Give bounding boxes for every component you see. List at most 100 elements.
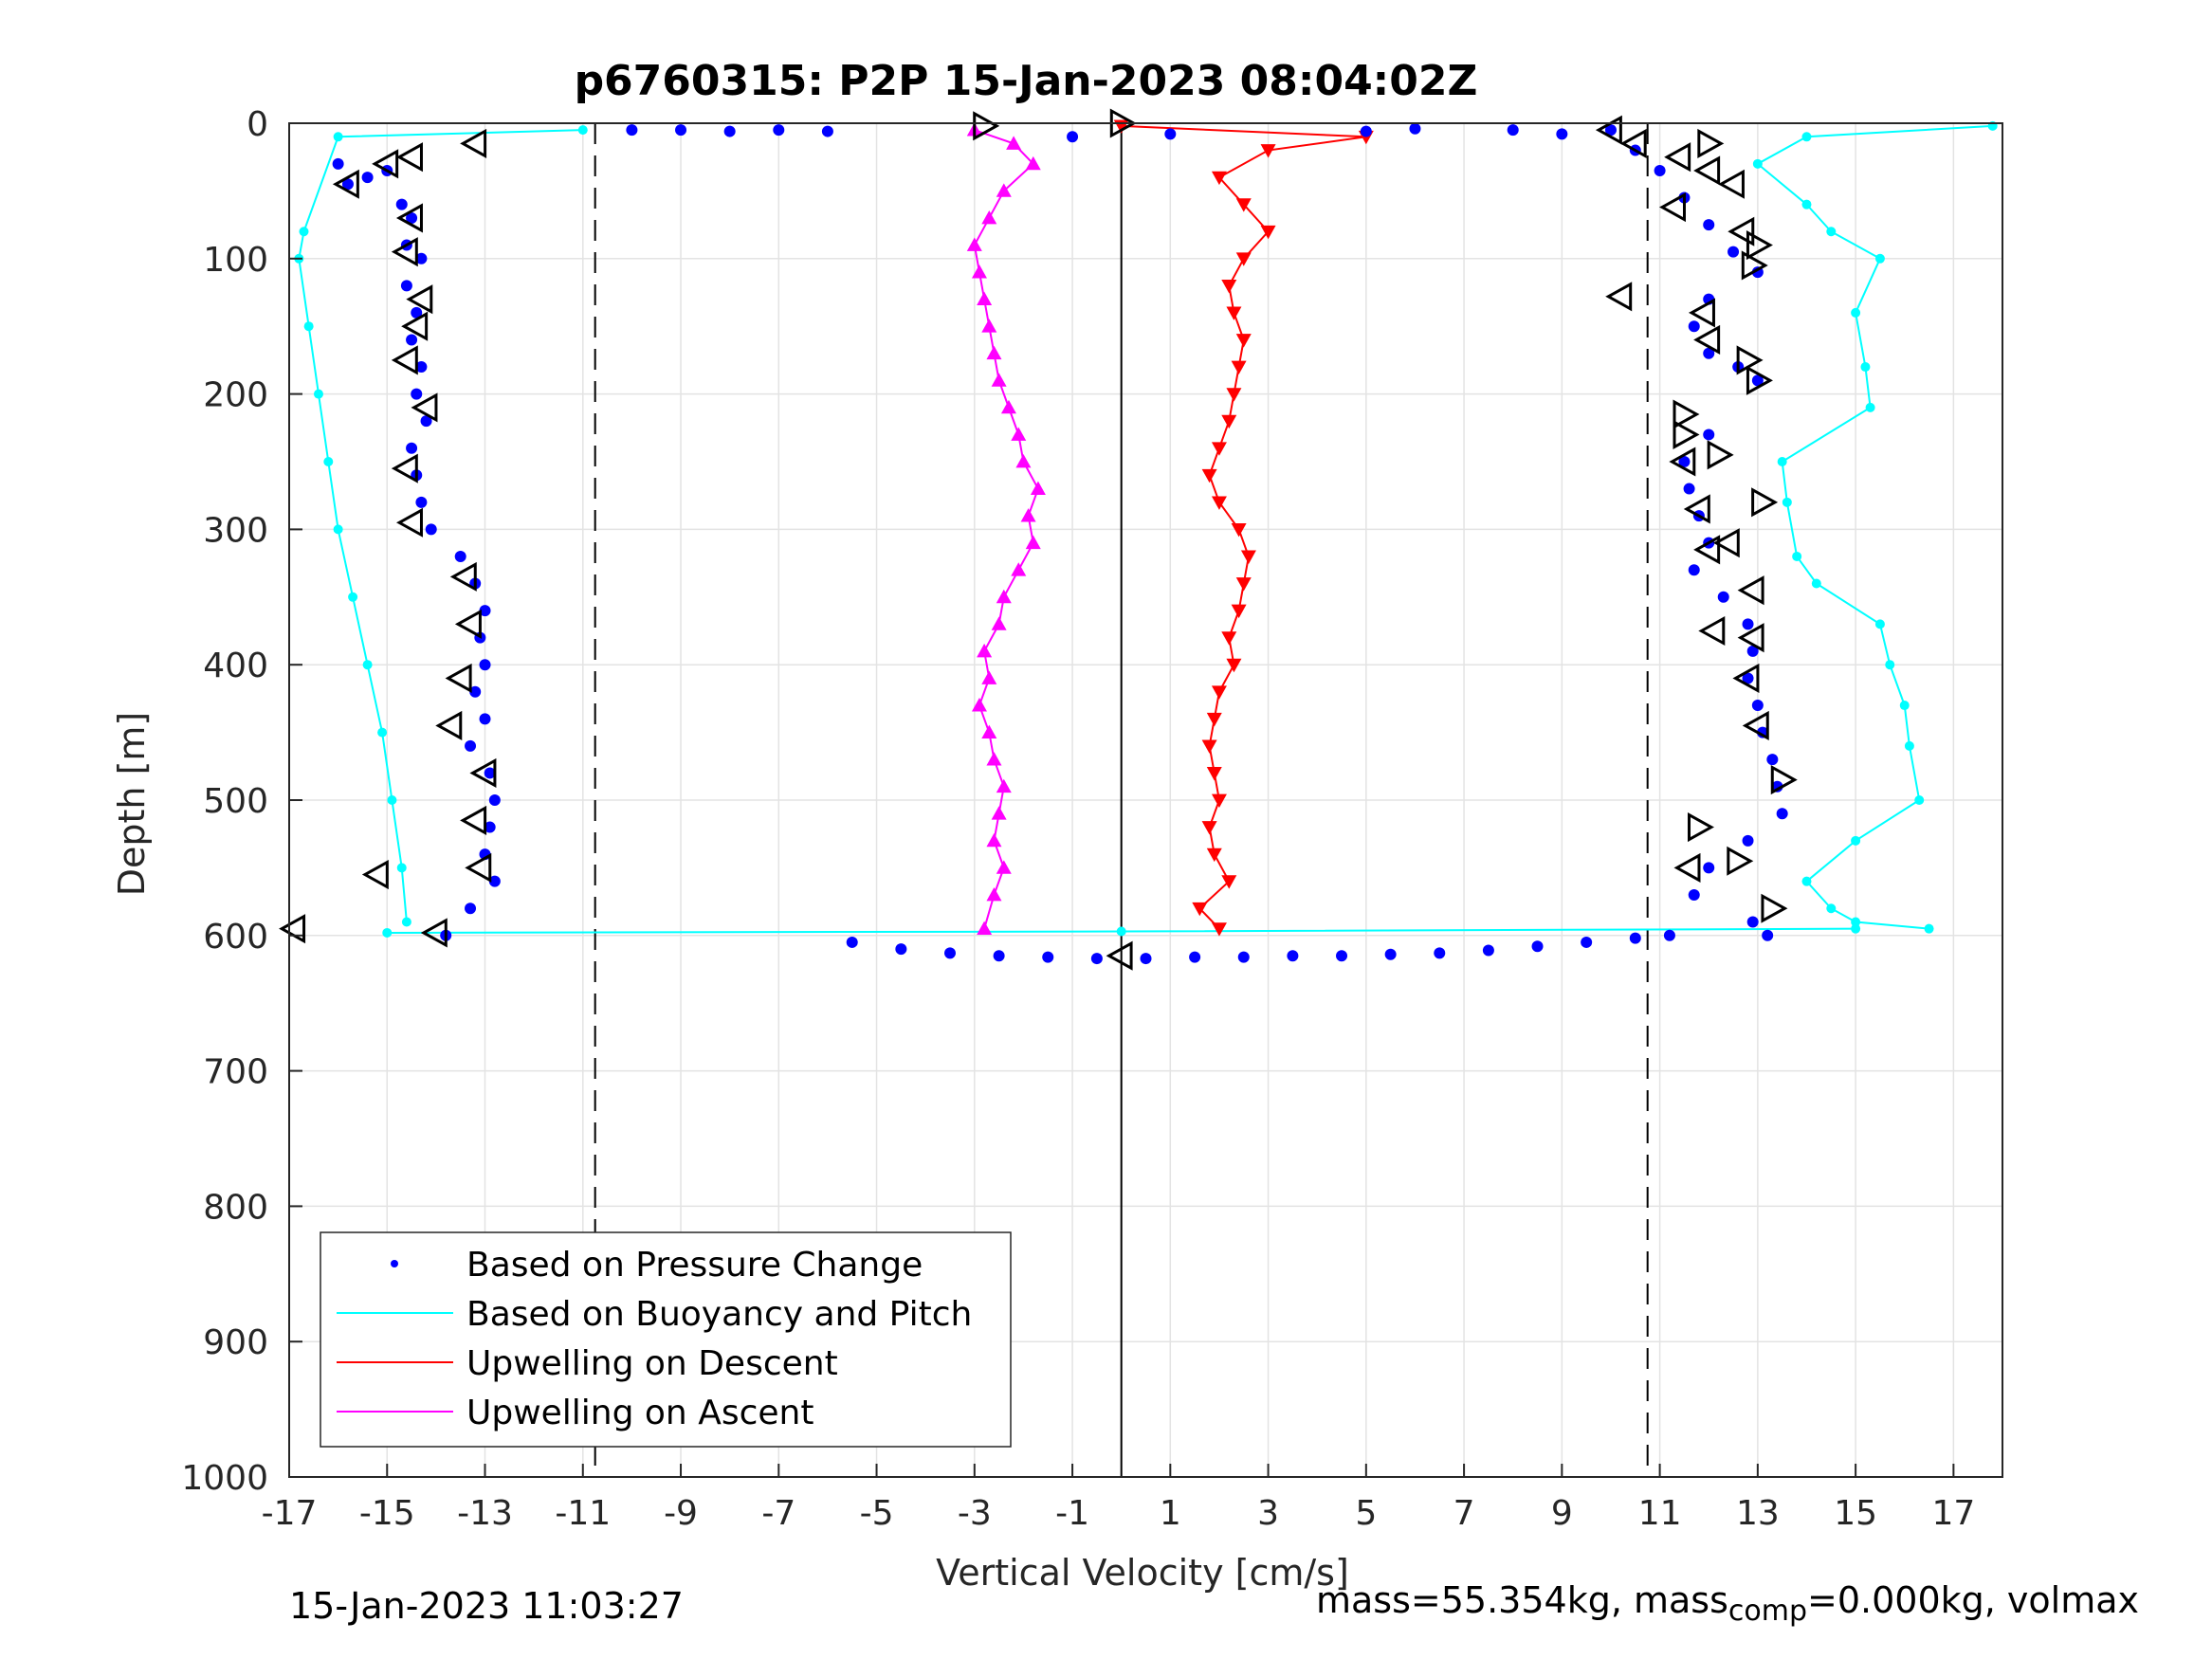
pressure-point [1629,932,1641,944]
ascent-upwelling-point [971,264,987,279]
pressure-point [773,124,785,137]
buoyancy-point [1777,457,1787,466]
buoyancy-point [1865,402,1875,412]
buoyancy-point [1874,619,1885,629]
open-triangle-marker [1746,365,1773,395]
x-tick-label: -3 [958,1494,992,1533]
buoyancy-point [348,592,358,602]
open-triangle-marker [1737,623,1764,653]
ascent-upwelling-point [986,345,1002,360]
y-tick-label: 600 [203,918,268,957]
open-triangle-marker [1751,487,1779,518]
buoyancy-point [1801,132,1812,142]
pressure-point [400,280,412,292]
open-triangle-marker [1717,169,1745,199]
open-triangle-marker [1669,447,1696,477]
buoyancy-point [1914,795,1925,805]
pressure-point [1766,754,1779,766]
pressure-point [1751,374,1764,387]
pressure-point [1090,953,1103,965]
ascent-upwelling-point [981,210,997,225]
pressure-point [332,157,344,170]
ascent-upwelling-point [981,724,997,738]
mass-subscript: comp [1728,1595,1808,1628]
legend-symbol-dot [391,1260,398,1267]
ascent-upwelling-point [996,778,1012,793]
x-tick-label: 5 [1355,1494,1377,1533]
open-triangle-marker [1741,250,1768,281]
buoyancy-point [1899,701,1910,711]
open-triangle-marker [1688,298,1715,328]
pressure-point [479,659,491,671]
mass-suffix: =0.000kg, volmax [1807,1579,2140,1621]
pressure-point [1336,950,1348,962]
x-tick-label: -7 [761,1494,795,1533]
descent-upwelling-point [1211,793,1227,808]
pressure-point [1717,591,1729,603]
pressure-point [1776,808,1788,820]
descent-upwelling-point [1235,198,1252,212]
descent-upwelling-point [1240,550,1256,564]
x-axis-label: Vertical Velocity [cm/s] [936,1552,1349,1594]
open-triangle-marker [1736,345,1764,375]
descent-upwelling-point [1201,468,1217,483]
descent-upwelling-point [1231,523,1247,538]
pressure-point [488,875,501,887]
open-triangle-marker [1727,846,1754,876]
open-triangle-marker [460,128,487,158]
pressure-point [626,124,638,137]
open-triangle-marker [469,757,497,788]
ascent-upwelling-point [1006,136,1022,150]
pressure-point [406,334,418,346]
ascent-upwelling-point [986,832,1002,848]
pressure-point [895,943,907,956]
ascent-upwelling-point [991,373,1007,387]
y-tick-label: 800 [203,1188,268,1227]
descent-upwelling-point [1226,306,1242,320]
pressure-point [1531,940,1544,953]
pressure-point [411,306,423,319]
timestamp-label: 15-Jan-2023 11:03:27 [289,1585,684,1627]
pressure-point [1360,125,1372,137]
buoyancy-point [1792,551,1802,561]
y-tick-label: 400 [203,647,268,685]
ascent-upwelling-point [977,643,993,658]
y-tick-label: 900 [203,1323,268,1362]
open-triangle-marker [391,345,418,375]
open-triangle-marker [406,284,433,315]
open-triangle-marker [973,111,1000,141]
descent-upwelling-point [1221,414,1237,429]
descent-upwelling-point [1221,875,1237,889]
pressure-point [465,739,477,752]
descent-upwelling-point [1206,767,1222,781]
x-tick-label: 3 [1257,1494,1279,1533]
open-triangle-marker [361,859,389,890]
y-tick-label: 200 [203,376,268,415]
open-triangle-marker [395,142,423,173]
open-triangle-marker [454,609,482,639]
buoyancy-point [396,863,407,873]
pressure-point [488,794,501,806]
open-triangle-marker [411,392,438,423]
open-triangle-marker [395,507,423,538]
ascent-upwelling-point [1000,399,1016,414]
pressure-point [1287,950,1299,962]
pressure-point [484,821,496,833]
pressure-point [395,198,408,210]
descent-upwelling-point [1221,631,1237,646]
y-axis-label: Depth [m] [111,712,153,897]
descent-upwelling-point [1211,442,1227,456]
ascent-upwelling-point [981,319,997,333]
descent-upwelling-point [1226,388,1242,402]
pressure-point [479,605,491,617]
open-triangle-marker [1707,440,1734,470]
pressure-point [1742,834,1754,847]
pressure-point [1688,888,1700,901]
pressure-point [454,550,466,562]
ascent-upwelling-point [986,752,1002,766]
ascent-upwelling-point [991,806,1007,820]
ascent-upwelling-point [996,589,1012,604]
ascent-upwelling-point [1011,427,1027,441]
pressure-point [1688,564,1700,576]
buoyancy-point [382,927,393,938]
